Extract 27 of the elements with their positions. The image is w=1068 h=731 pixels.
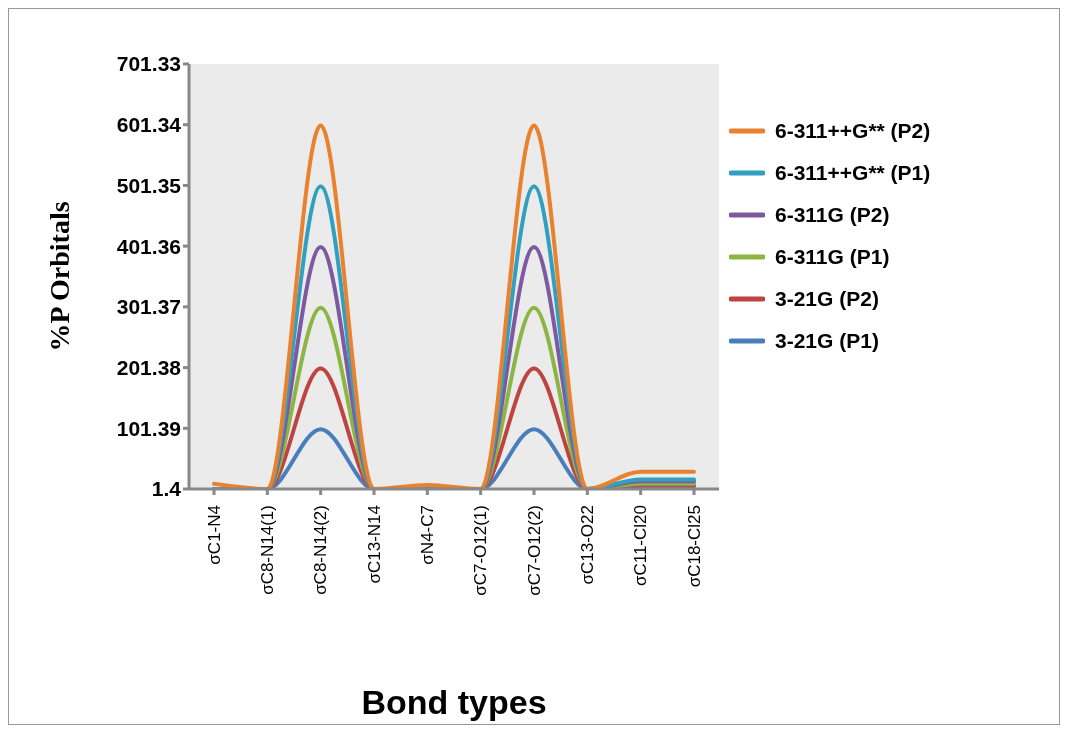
legend-label: 6-311G (P2) bbox=[775, 203, 890, 227]
x-axis-title: Bond types bbox=[361, 683, 547, 721]
y-tick-label: 301.37 bbox=[116, 295, 181, 319]
x-tick-label: σC13-N14 bbox=[364, 505, 384, 584]
y-tick-label: 401.36 bbox=[116, 234, 181, 258]
y-tick-label: 1.4 bbox=[151, 477, 182, 501]
legend-label: 6-311G (P1) bbox=[775, 245, 890, 269]
y-tick-label: 101.39 bbox=[116, 416, 181, 440]
legend-label: 6-311++G** (P2) bbox=[775, 119, 931, 143]
legend-label: 3-21G (P2) bbox=[775, 287, 879, 311]
x-tick-label: σC8-N14(2) bbox=[311, 505, 331, 595]
y-axis-title: %P Orbitals bbox=[43, 201, 75, 352]
line-series bbox=[212, 123, 696, 489]
x-tick-label: σC18-Cl25 bbox=[684, 505, 704, 588]
legend-label: 3-21G (P1) bbox=[775, 329, 879, 353]
x-tick-label: σC7-O12(1) bbox=[471, 505, 491, 596]
y-tick-label: 501.35 bbox=[116, 173, 182, 197]
legend-label: 6-311++G** (P1) bbox=[775, 161, 931, 185]
x-tick-label: σC7-O12(2) bbox=[524, 505, 544, 596]
x-tick-label: σC1-N4 bbox=[204, 505, 224, 565]
y-tick-label: 701.33 bbox=[116, 52, 181, 76]
x-tick-label: σC11-Cl20 bbox=[631, 505, 651, 587]
y-tick-label: 601.34 bbox=[116, 113, 182, 137]
x-tick-label: σN4-C7 bbox=[417, 505, 437, 565]
x-tick-label: σC8-N14(1) bbox=[257, 505, 277, 595]
y-tick-label: 201.38 bbox=[116, 356, 182, 380]
x-tick-label: σC13-O22 bbox=[577, 505, 597, 585]
